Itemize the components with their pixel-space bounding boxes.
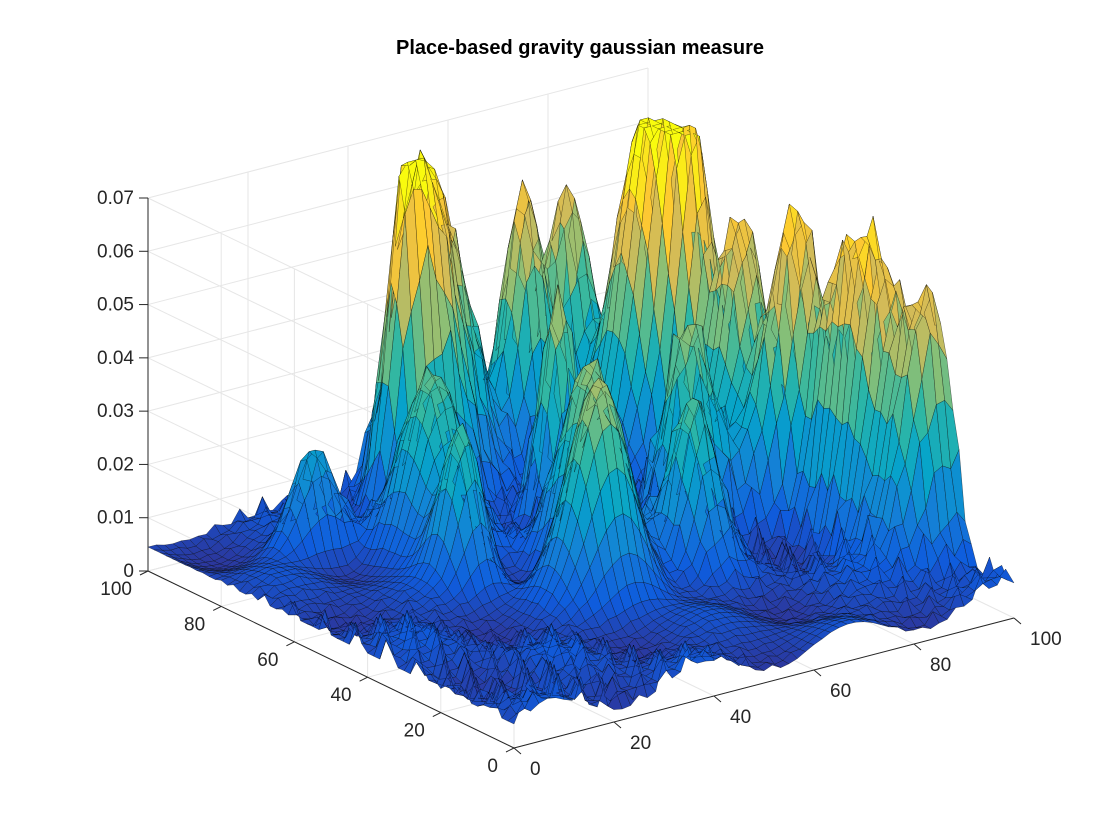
surface-patch (999, 568, 1015, 584)
z-tick-label: 0.06 (97, 241, 134, 262)
chart-title: Place-based gravity gaussian measure (396, 37, 764, 59)
x-tick (913, 643, 922, 651)
x-tick (613, 721, 622, 729)
y-tick-label: 60 (257, 650, 278, 671)
z-tick-label: 0.05 (97, 295, 134, 316)
z-tick-label: 0.03 (97, 401, 134, 422)
label-layer: 0 0.01 0.02 0.03 0.04 0.05 0.06 0.07 0 20 40 60 80 10… (97, 188, 1062, 780)
axis-layer (139, 197, 1022, 755)
y-tick-label: 80 (184, 614, 205, 635)
y-tick (505, 747, 515, 753)
y-tick (359, 676, 368, 682)
y-tick-label: 20 (404, 721, 425, 742)
y-tick (432, 712, 442, 718)
x-tick-label: 20 (630, 733, 651, 754)
x-tick-label: 80 (930, 655, 951, 676)
y-tick-label: 0 (487, 756, 498, 777)
z-tick-label: 0.02 (97, 454, 134, 475)
x-tick (713, 695, 722, 703)
y-tick (212, 605, 222, 611)
y-axis-line (147, 570, 515, 749)
x-tick (1013, 617, 1022, 625)
surface-layer (147, 117, 1015, 725)
z-tick-label: 0.01 (97, 508, 134, 529)
x-tick-label: 100 (1030, 629, 1062, 650)
x-tick-label: 0 (530, 759, 541, 780)
z-tick-label: 0 (123, 561, 134, 582)
z-gridline-back (147, 67, 649, 199)
x-axis-line (513, 617, 1015, 749)
x-tick (513, 747, 522, 755)
y-tick-label: 100 (100, 579, 132, 600)
x-tick-label: 40 (730, 707, 751, 728)
z-tick-label: 0.07 (97, 188, 134, 209)
z-tick-label: 0.04 (97, 348, 134, 369)
y-tick-label: 40 (330, 685, 351, 706)
y-tick (139, 570, 149, 576)
x-tick (813, 669, 822, 677)
x-tick-label: 60 (830, 681, 851, 702)
y-tick (286, 641, 295, 647)
